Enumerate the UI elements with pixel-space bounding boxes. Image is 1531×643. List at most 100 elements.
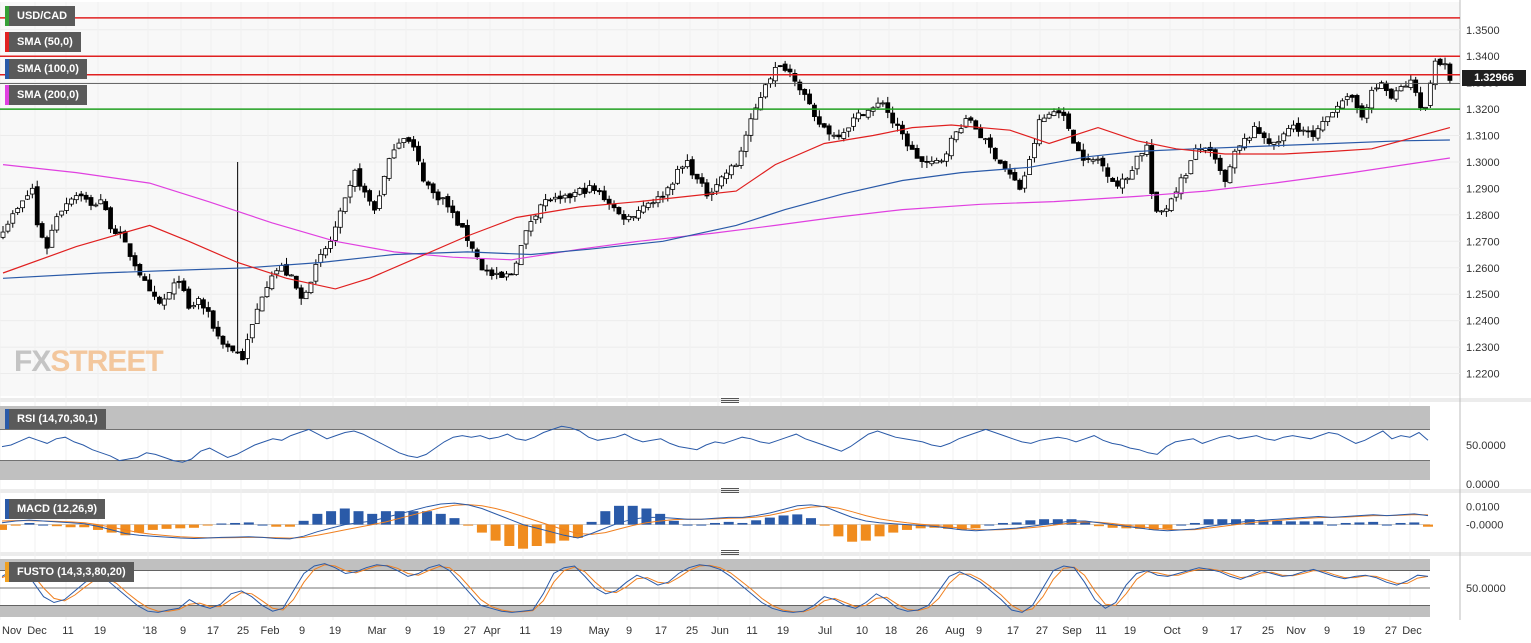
candle — [147, 273, 153, 292]
candle — [528, 215, 534, 237]
bear-candle-body — [499, 271, 505, 278]
candle — [929, 156, 935, 167]
bear-candle-body — [117, 231, 123, 234]
bear-candle-body — [802, 88, 808, 95]
candle — [181, 278, 187, 293]
candle — [44, 235, 50, 255]
macd-histogram-bar — [1381, 524, 1392, 526]
bull-candle-body — [1339, 100, 1345, 109]
bull-candle-body — [1183, 175, 1189, 179]
candle — [201, 297, 206, 315]
candle — [1222, 169, 1228, 188]
macd-histogram-bar — [1080, 521, 1091, 525]
candle — [841, 128, 847, 142]
candle — [464, 219, 470, 247]
bull-candle-body — [1036, 119, 1042, 145]
candle — [504, 271, 509, 281]
bull-candle-body — [533, 215, 539, 221]
bull-candle-body — [98, 199, 104, 205]
bull-candle-body — [171, 282, 177, 295]
candle — [69, 197, 74, 207]
bull-candle-body — [313, 263, 319, 282]
legend-fusto[interactable]: FUSTO (14,3,3,80,20) — [5, 562, 134, 582]
candle — [1364, 104, 1370, 124]
bull-candle-body — [1315, 128, 1321, 139]
legend-usdcad[interactable]: USD/CAD — [5, 6, 76, 26]
candle — [1418, 86, 1423, 111]
rsi-oversold-band — [0, 460, 1430, 480]
candle — [997, 159, 1003, 165]
fusto-k-line — [1, 563, 1429, 613]
bear-candle-body — [611, 203, 617, 209]
bear-candle-body — [606, 198, 612, 204]
macd-histogram-bar — [1203, 519, 1214, 525]
candle — [675, 165, 680, 185]
macd-histogram-bar — [764, 517, 775, 525]
bear-candle-body — [1222, 169, 1228, 182]
bear-candle-body — [127, 243, 133, 257]
x-tick-label: 18 — [885, 625, 897, 637]
candle — [1291, 120, 1296, 133]
legend-macd[interactable]: MACD (12,26,9) — [5, 499, 106, 519]
macd-histogram-bar — [888, 524, 899, 533]
candle — [455, 210, 461, 227]
x-tick-label: 9 — [976, 625, 982, 637]
legend-sma50[interactable]: SMA (50,0) — [5, 32, 81, 52]
candle — [289, 274, 294, 277]
candle — [724, 169, 729, 184]
bull-candle-body — [1369, 89, 1375, 109]
candle — [352, 168, 358, 192]
bull-candle-body — [939, 160, 944, 163]
candle — [1320, 116, 1326, 133]
x-tick-label: 26 — [916, 625, 928, 637]
legend-sma200[interactable]: SMA (200,0) — [5, 85, 87, 105]
bull-candle-body — [1232, 150, 1238, 169]
macd-histogram-bar — [1148, 524, 1159, 530]
macd-histogram-bar — [847, 524, 858, 542]
bear-candle-body — [445, 196, 451, 208]
candle — [587, 180, 592, 194]
candle — [39, 221, 45, 239]
bull-candle-body — [983, 138, 988, 141]
x-tick-label: Nov — [1286, 625, 1306, 637]
macd-histogram-bar — [1039, 519, 1050, 525]
bear-candle-body — [455, 211, 461, 226]
bull-candle-body — [1442, 63, 1448, 66]
macd-histogram-bar — [1066, 519, 1077, 525]
legend-rsi[interactable]: RSI (14,70,30,1) — [5, 409, 106, 429]
candle — [430, 182, 436, 199]
candle — [1266, 133, 1272, 147]
rsi-overbought-band — [0, 406, 1430, 430]
bull-candle-body — [166, 292, 172, 300]
bear-candle-body — [225, 343, 231, 348]
macd-histogram-bar — [106, 524, 117, 533]
pane-splitter-macd[interactable] — [721, 488, 739, 493]
candle — [357, 163, 363, 191]
candle — [816, 110, 822, 128]
x-tick-label: Dec — [1402, 625, 1422, 637]
candle — [1232, 148, 1238, 174]
candle — [518, 245, 524, 266]
legend-swatch — [5, 85, 9, 105]
bear-candle-body — [836, 134, 842, 138]
fusto-overbought-band — [0, 559, 1430, 571]
candle — [1344, 93, 1350, 106]
macd-histogram-bar — [38, 524, 49, 526]
pane-splitter-rsi[interactable] — [721, 398, 739, 403]
candle — [934, 157, 940, 164]
candle — [191, 301, 197, 310]
pane-splitter-fusto[interactable] — [721, 550, 739, 555]
bull-candle-body — [577, 188, 583, 195]
legend-sma100[interactable]: SMA (100,0) — [5, 59, 87, 79]
macd-histogram-bar — [271, 524, 282, 527]
macd-histogram-bar — [1258, 520, 1269, 525]
macd-histogram-bar — [422, 511, 433, 525]
candle — [826, 123, 832, 141]
candle — [1041, 114, 1047, 123]
bear-candle-body — [186, 288, 192, 309]
y-tick-label: 1.3400 — [1466, 51, 1500, 63]
candle — [484, 264, 490, 276]
candle — [753, 103, 759, 120]
candle — [161, 293, 167, 310]
